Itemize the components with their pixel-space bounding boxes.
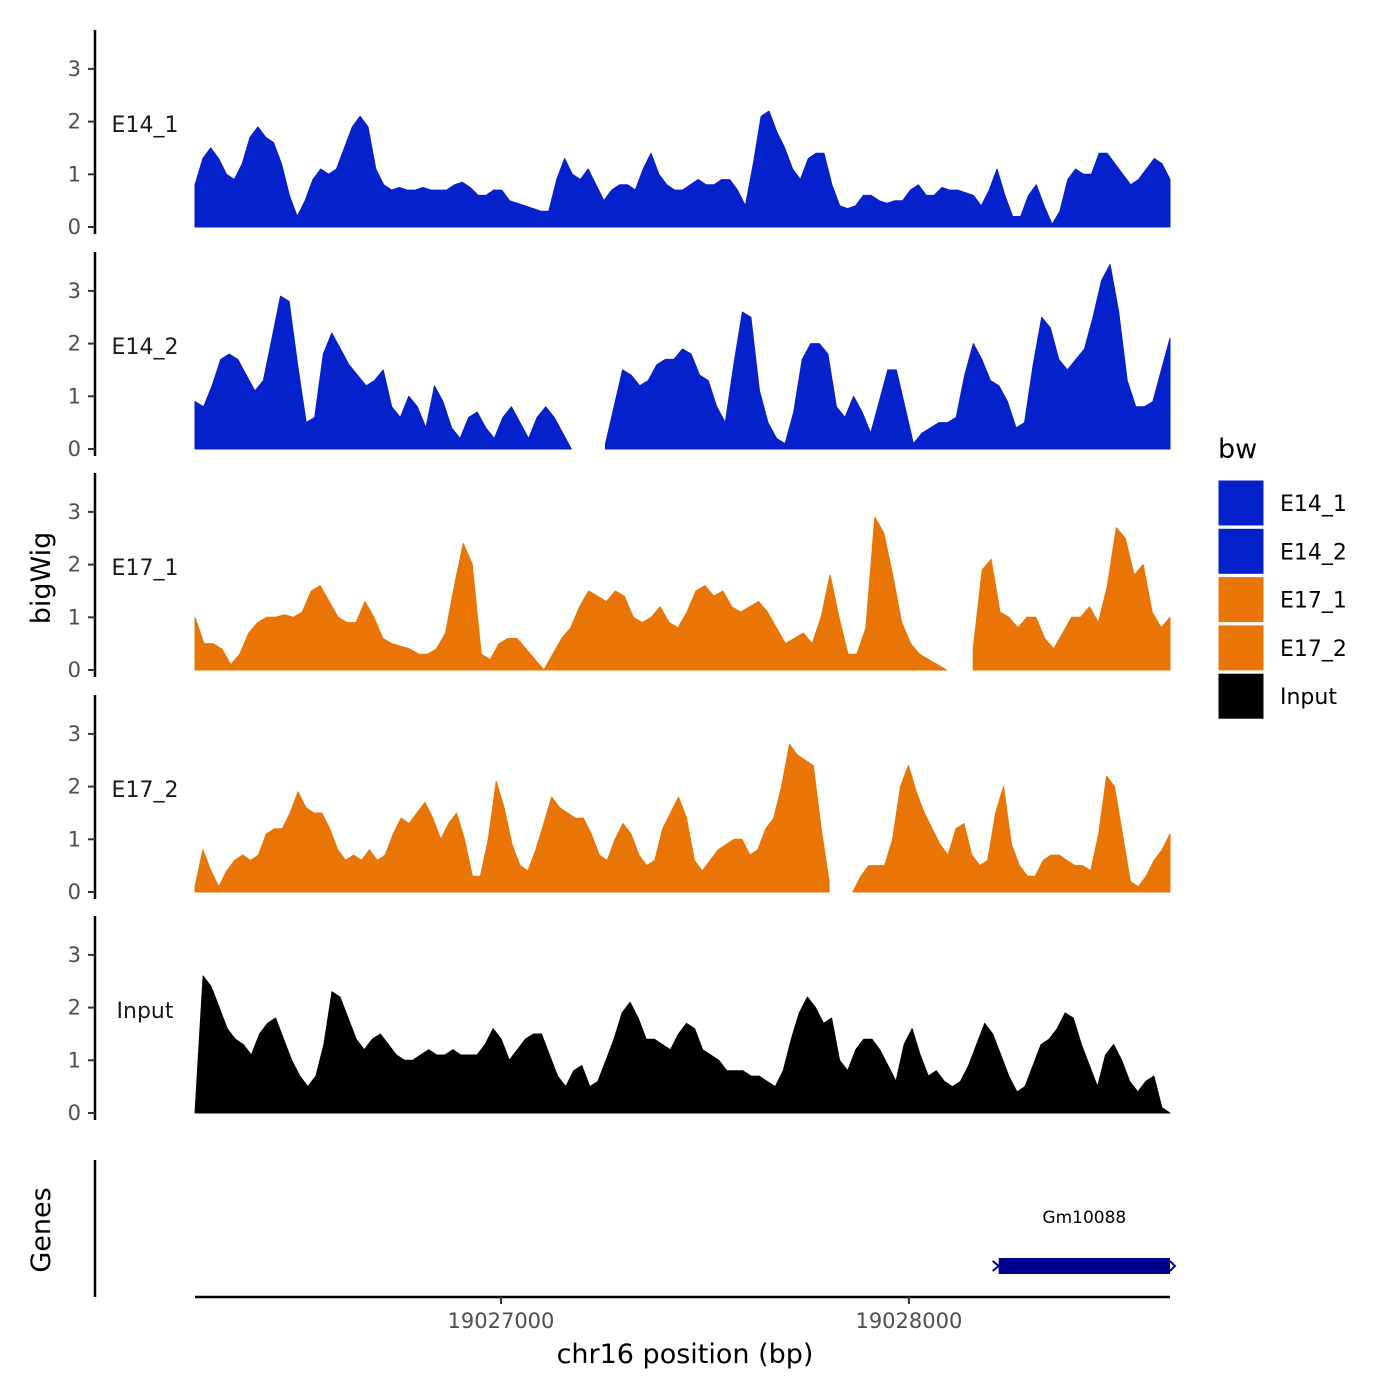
y-tick-label: 1 [68,1048,81,1072]
legend-label: E17_2 [1280,637,1347,662]
legend-label: E17_1 [1280,589,1347,614]
genes-panel: Gm10088 [93,1160,1177,1297]
y-tick-label: 1 [68,605,81,629]
track-Input: 0 1 2 3 Input [68,916,1171,1125]
y-tick-label: 1 [68,162,81,186]
y-tick-label: 1 [68,384,81,408]
track-label: Input [117,999,174,1024]
legend-title: bw [1218,434,1257,465]
area-E14_1 [194,110,1171,228]
area-Input [194,975,1171,1114]
legend-swatch [1217,576,1265,624]
y-tick-label: 3 [68,722,81,746]
y-tick-label: 3 [68,279,81,303]
coverage-tracks: 0 1 2 3 E14_1 0 1 2 3 E14_2 0 1 2 3 E17_1 0 1 2 3 E17_2 0 1 2 3… [68,30,1171,1125]
y-tick-label: 0 [68,215,81,239]
y-tick-label: 2 [68,332,81,356]
area-E17_2 [852,765,1171,893]
track-label: E17_2 [112,778,179,803]
x-axis-title: chr16 position (bp) [557,1339,814,1370]
area-E17_1 [972,527,1171,671]
track-E14_2: 0 1 2 3 E14_2 [68,252,1171,461]
y-tick-label: 0 [68,1101,81,1125]
legend: bw E14_1 E14_2 E17_1 E17_2 Input [1217,434,1347,720]
track-label: E14_2 [112,335,179,360]
y-tick-label: 2 [68,996,81,1020]
legend-label: E14_1 [1280,492,1347,517]
y-tick-label: 2 [68,553,81,577]
x-axis: 19027000 19028000 [195,1295,1170,1333]
y-tick-label: 0 [68,437,81,461]
track-E17_2: 0 1 2 3 E17_2 [68,695,1171,904]
area-E17_2 [194,743,830,893]
y-tick-label: 1 [68,827,81,851]
track-E14_1: 0 1 2 3 E14_1 [68,30,1171,239]
y-tick-label: 2 [68,110,81,134]
gene-strand-marker [992,1260,1001,1272]
x-tick-label: 19027000 [448,1309,555,1333]
track-E17_1: 0 1 2 3 E17_1 [68,473,1171,682]
genes-axis-title: Genes [26,1187,57,1272]
y-tick-label: 0 [68,658,81,682]
track-label: E17_1 [112,556,179,581]
gene-strand-marker [1169,1260,1177,1272]
y-tick-label: 3 [68,500,81,524]
area-E14_2 [605,264,1171,450]
y-tick-label: 2 [68,775,81,799]
legend-swatch [1217,527,1265,575]
x-tick-label: 19028000 [855,1309,962,1333]
legend-swatch [1217,479,1265,527]
area-E17_1 [194,516,947,671]
legend-label: Input [1280,685,1337,710]
legend-swatch [1217,672,1265,720]
y-tick-label: 3 [68,943,81,967]
gene-label: Gm10088 [1042,1208,1126,1228]
y-axis-title: bigWig [26,532,57,625]
area-E14_2 [194,295,572,450]
legend-label: E14_2 [1280,540,1347,565]
legend-swatch [1217,624,1265,672]
y-tick-label: 0 [68,880,81,904]
track-label: E14_1 [112,113,179,138]
gene-body [998,1258,1170,1274]
y-tick-label: 3 [68,57,81,81]
